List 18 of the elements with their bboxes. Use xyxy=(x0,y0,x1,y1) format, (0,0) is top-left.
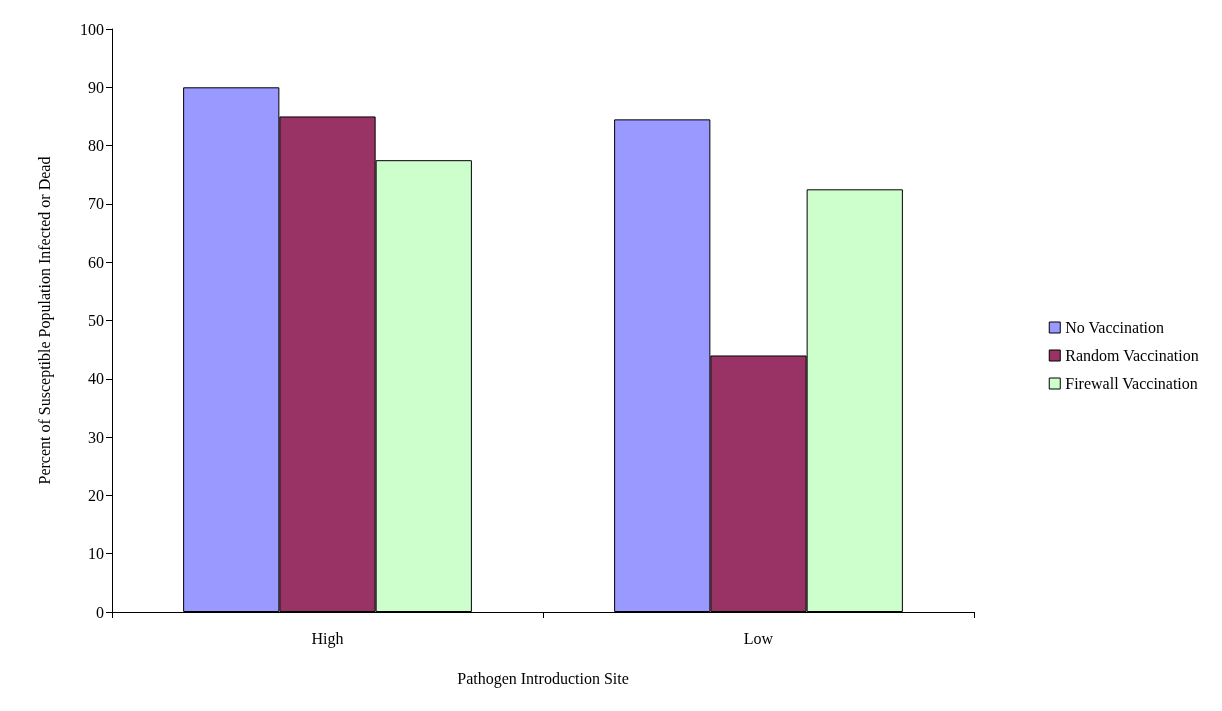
legend-label: No Vaccination xyxy=(1065,319,1165,336)
y-tick-label: 80 xyxy=(88,137,104,155)
y-axis-title: Percent of Susceptible Population Infected or Dead xyxy=(35,156,54,485)
y-tick-label: 50 xyxy=(88,312,104,329)
x-axis-title: Pathogen Introduction Site xyxy=(457,669,629,688)
y-tick-label: 100 xyxy=(80,20,104,38)
x-tick-label: Low xyxy=(743,629,774,647)
y-tick-label: 70 xyxy=(88,195,104,213)
x-tick-label: High xyxy=(311,629,344,648)
y-tick-label: 30 xyxy=(88,428,104,446)
legend-label: Random Vaccination xyxy=(1065,347,1199,364)
y-tick-label: 10 xyxy=(88,545,104,563)
y-tick-label: 90 xyxy=(88,78,104,96)
y-tick-label: 0 xyxy=(96,603,104,621)
y-tick-label: 40 xyxy=(88,370,104,388)
legend-label: Firewall Vaccination xyxy=(1065,375,1198,392)
y-tick-label: 20 xyxy=(88,486,104,504)
y-tick-label: 60 xyxy=(88,253,104,271)
